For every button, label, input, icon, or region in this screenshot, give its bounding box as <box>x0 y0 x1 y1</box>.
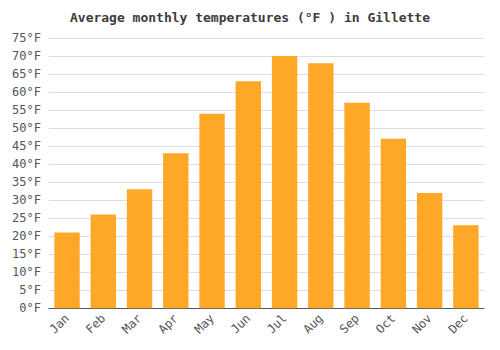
svg-text:70°F: 70°F <box>12 49 41 63</box>
svg-text:Jan: Jan <box>47 311 72 336</box>
svg-text:65°F: 65°F <box>12 67 41 81</box>
svg-text:May: May <box>192 311 217 336</box>
svg-text:Apr: Apr <box>156 311 181 336</box>
svg-text:Jun: Jun <box>228 311 253 336</box>
svg-text:75°F: 75°F <box>12 31 41 45</box>
svg-text:Nov: Nov <box>409 311 434 336</box>
svg-text:Average monthly temperatures (: Average monthly temperatures (°F ) in Gi… <box>70 10 430 25</box>
svg-text:Dec: Dec <box>446 311 471 336</box>
svg-text:5°F: 5°F <box>19 283 41 297</box>
svg-text:45°F: 45°F <box>12 139 41 153</box>
svg-text:0°F: 0°F <box>19 301 41 315</box>
svg-text:50°F: 50°F <box>12 121 41 135</box>
svg-text:Mar: Mar <box>119 311 144 336</box>
svg-text:55°F: 55°F <box>12 103 41 117</box>
svg-text:Jul: Jul <box>264 311 289 336</box>
svg-text:Sep: Sep <box>337 311 362 336</box>
svg-text:40°F: 40°F <box>12 157 41 171</box>
svg-text:35°F: 35°F <box>12 175 41 189</box>
svg-text:Feb: Feb <box>83 311 108 336</box>
svg-text:10°F: 10°F <box>12 265 41 279</box>
svg-text:20°F: 20°F <box>12 229 41 243</box>
svg-text:Aug: Aug <box>301 311 326 336</box>
svg-text:15°F: 15°F <box>12 247 41 261</box>
svg-text:Oct: Oct <box>373 311 398 336</box>
svg-text:25°F: 25°F <box>12 211 41 225</box>
svg-text:60°F: 60°F <box>12 85 41 99</box>
svg-text:30°F: 30°F <box>12 193 41 207</box>
